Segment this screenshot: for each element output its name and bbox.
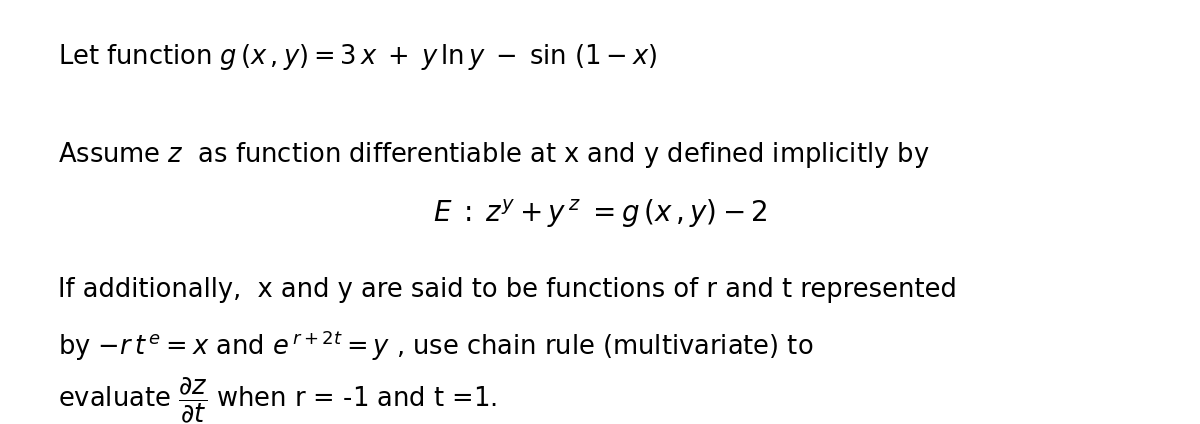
- Text: by $-r\,t^{\,e} = x$ and $e^{\,r+2t} = y$ , use chain rule (multivariate) to: by $-r\,t^{\,e} = x$ and $e^{\,r+2t} = y…: [58, 328, 812, 363]
- Text: Let function $g\,(x\,,y) = 3\,x\;+\; y\,\ln y\;-\;\sin\,(1-x)$: Let function $g\,(x\,,y) = 3\,x\;+\; y\,…: [58, 42, 658, 72]
- Text: If additionally,  x and y are said to be functions of r and t represented: If additionally, x and y are said to be …: [58, 277, 956, 304]
- Text: $E\;:\; z^{y} + y^{\,z}\; = g\,(x\,,y) - 2$: $E\;:\; z^{y} + y^{\,z}\; = g\,(x\,,y) -…: [433, 198, 767, 230]
- Text: Assume $z$  as function differentiable at x and y defined implicitly by: Assume $z$ as function differentiable at…: [58, 140, 929, 170]
- Text: evaluate $\dfrac{\partial z}{\partial t}$ when r = -1 and t =1.: evaluate $\dfrac{\partial z}{\partial t}…: [58, 376, 497, 424]
